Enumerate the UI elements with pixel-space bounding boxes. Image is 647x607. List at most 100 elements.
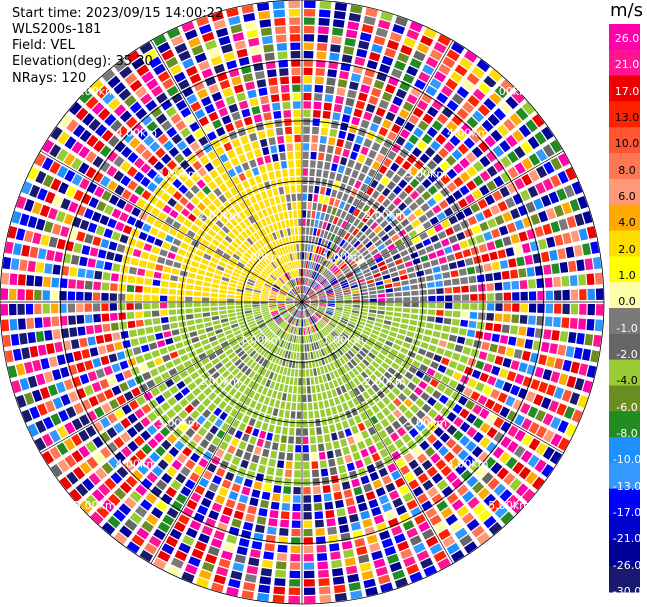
velocity-cell xyxy=(188,37,201,48)
velocity-cell xyxy=(400,274,408,281)
velocity-cell xyxy=(292,394,297,402)
velocity-cell xyxy=(203,387,212,396)
velocity-cell xyxy=(582,348,592,361)
velocity-cell xyxy=(201,68,213,79)
velocity-cell xyxy=(344,167,352,176)
velocity-cell xyxy=(493,272,502,281)
velocity-cell xyxy=(317,43,328,51)
velocity-cell xyxy=(319,586,331,595)
velocity-cell xyxy=(428,344,437,352)
velocity-cell xyxy=(515,483,529,497)
velocity-cell xyxy=(554,290,562,301)
velocity-cell xyxy=(180,127,191,138)
velocity-cell xyxy=(210,340,219,347)
velocity-cell xyxy=(302,168,309,176)
velocity-cell xyxy=(341,332,349,339)
velocity-cell xyxy=(316,544,327,553)
velocity-cell xyxy=(218,336,227,343)
velocity-cell xyxy=(237,362,245,370)
velocity-cell xyxy=(313,486,321,494)
velocity-cell xyxy=(257,412,265,421)
velocity-cell xyxy=(126,50,140,63)
velocity-cell xyxy=(313,283,320,290)
velocity-cell xyxy=(275,468,284,477)
velocity-cell xyxy=(338,336,345,343)
velocity-cell xyxy=(444,287,453,294)
velocity-cell xyxy=(202,287,211,292)
velocity-cell xyxy=(375,487,386,497)
velocity-cell xyxy=(275,259,281,267)
velocity-cell xyxy=(77,268,86,278)
velocity-cell xyxy=(165,234,174,243)
velocity-cell xyxy=(448,334,458,342)
velocity-cell xyxy=(471,369,482,379)
velocity-cell xyxy=(277,135,285,144)
velocity-cell xyxy=(329,371,336,380)
velocity-cell xyxy=(303,151,309,159)
velocity-cell xyxy=(469,131,482,144)
velocity-cell xyxy=(25,303,34,315)
velocity-cell xyxy=(303,285,305,294)
colorbar-tick-label: 0.0 xyxy=(618,295,636,309)
velocity-cell xyxy=(256,79,267,88)
velocity-cell xyxy=(393,287,402,292)
velocity-cell xyxy=(215,269,223,276)
velocity-cell xyxy=(116,198,127,210)
velocity-cell xyxy=(511,90,525,104)
velocity-cell xyxy=(323,249,328,257)
velocity-cell xyxy=(235,265,244,271)
velocity-cell xyxy=(284,323,289,331)
velocity-cell xyxy=(433,354,442,363)
velocity-cell xyxy=(302,299,310,302)
velocity-cell xyxy=(379,265,388,272)
velocity-cell xyxy=(337,165,345,174)
velocity-cell xyxy=(199,438,210,449)
velocity-cell xyxy=(385,288,394,293)
velocity-cell xyxy=(248,205,256,214)
velocity-cell xyxy=(107,515,121,529)
velocity-cell xyxy=(89,247,99,257)
velocity-cell xyxy=(278,247,284,256)
velocity-cell xyxy=(202,420,212,430)
velocity-cell xyxy=(175,255,184,263)
velocity-cell xyxy=(173,335,182,343)
velocity-cell xyxy=(274,327,281,334)
velocity-cell xyxy=(168,309,177,315)
velocity-cell xyxy=(394,577,408,588)
velocity-cell xyxy=(249,350,257,358)
velocity-cell xyxy=(348,12,361,22)
velocity-cell xyxy=(166,421,177,432)
velocity-cell xyxy=(85,440,97,453)
velocity-cell xyxy=(297,210,302,218)
velocity-cell xyxy=(574,377,585,391)
velocity-cell xyxy=(413,466,424,477)
velocity-cell xyxy=(270,310,278,314)
velocity-cell xyxy=(159,414,170,425)
velocity-cell xyxy=(284,273,289,281)
velocity-cell xyxy=(79,178,90,190)
velocity-cell xyxy=(408,366,418,374)
velocity-cell xyxy=(282,274,288,281)
velocity-cell xyxy=(277,278,284,285)
velocity-cell xyxy=(215,467,226,478)
velocity-cell xyxy=(336,218,343,227)
velocity-cell xyxy=(285,333,290,341)
velocity-cell xyxy=(430,234,439,243)
velocity-cell xyxy=(341,284,350,289)
velocity-cell xyxy=(270,94,280,103)
velocity-cell xyxy=(278,59,288,68)
velocity-cell xyxy=(296,310,300,318)
velocity-cell xyxy=(289,280,294,287)
velocity-cell xyxy=(75,483,89,497)
velocity-cell xyxy=(475,330,484,339)
velocity-cell xyxy=(344,140,353,150)
velocity-cell xyxy=(340,122,349,131)
velocity-cell xyxy=(347,400,355,409)
velocity-cell xyxy=(159,249,168,257)
velocity-cell xyxy=(307,202,312,210)
velocity-cell xyxy=(565,423,577,437)
velocity-cell xyxy=(282,169,288,177)
velocity-cell xyxy=(363,456,373,466)
velocity-cell xyxy=(378,429,388,439)
velocity-cell xyxy=(305,235,309,243)
